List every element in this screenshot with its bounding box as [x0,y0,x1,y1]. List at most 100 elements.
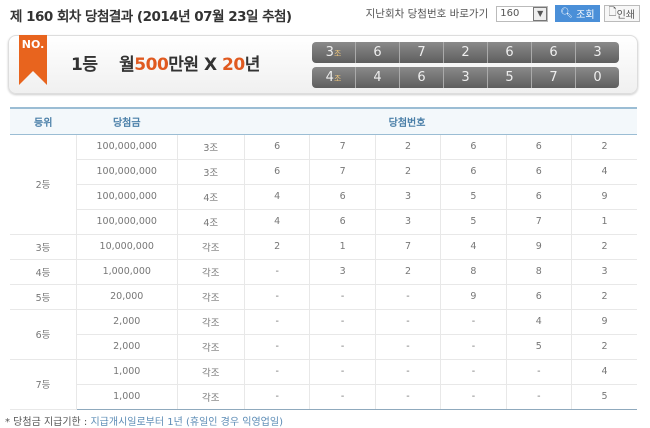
rank-cell: 6등 [10,309,77,360]
print-button[interactable]: 🗋 인쇄 [603,5,640,22]
group-cell: 각조 [176,259,245,285]
number-cell: 6 [440,159,507,185]
amount-cell: 1,000 [75,384,178,410]
number-cell: - [374,359,441,385]
number-cell: 3 [443,67,487,88]
amount-cell: 10,000,000 [75,234,178,260]
number-cell: - [243,384,310,410]
number-cell: 1 [571,209,637,235]
number-cell: 4 [440,234,507,260]
table-row: 5등 20,000 각조 - - -9 6 2 [10,284,637,310]
number-cell: 6 [355,42,399,63]
number-cell: - [440,309,507,335]
table-row: 7등 1,000 각조 - - - - -4 [10,359,637,410]
group-cell: 각조 [176,309,245,335]
number-cell: - [374,334,441,360]
group-cell: 4조 [325,70,342,85]
prize-amount: 500 [134,55,169,75]
number-cell: 6 [531,42,575,63]
group-cell: 4조 [176,184,245,210]
number-cell: 6 [505,159,572,185]
first-prize-banner: NO. 1등 월500만원 X 20년 3조 6 7 2 6 6 3 4조 4 6 3 5 7 0 [8,35,638,94]
number-cell: 4 [355,67,399,88]
number-cell: 6 [243,159,310,185]
number-cell: 6 [505,184,572,210]
number-cell: 4 [243,209,310,235]
prize-years-unit: 년 [244,55,261,75]
amount-cell: 100,000,000 [75,209,178,235]
page-title: 제 160 회차 당첨결과 (2014년 07월 23일 추첨) [10,9,292,25]
search-icon: 🔍︎ [560,8,573,19]
prize-unit: 만원 X [168,55,223,75]
number-strip: 3조 6 7 2 6 6 3 [312,42,619,63]
amount-cell: 100,000,000 [75,184,178,210]
number-cell: 6 [243,134,310,160]
rank-cell: 5등 [10,284,77,310]
number-cell: 9 [440,284,507,310]
table-row: 4등 1,000,000 각조 -3 2 8 8 3 [10,259,637,285]
rank-cell: 4등 [10,259,77,285]
number-cell: 7 [399,42,443,63]
number-cell: 8 [440,259,507,285]
number-cell: 4 [571,359,637,385]
number-cell: 6 [487,42,531,63]
number-cell: 7 [531,67,575,88]
amount-cell: 100,000,000 [75,159,178,185]
header-rank: 등위 [10,107,77,135]
amount-cell: 2,000 [75,309,178,335]
number-cell: 5 [505,334,572,360]
table-row: 100,000,000 4조 4 6 3 5 7 1 [10,209,637,235]
results-table: 등위 당첨금 당첨번호 2등 100,000,000 3조 6 7 2 6 6 2 100,000… [10,107,637,410]
number-cell: 3 [309,259,376,285]
rank-cell: 2등 [10,134,77,235]
round-select[interactable]: 160 ▼ [496,5,549,22]
number-cell: 2 [571,284,637,310]
winning-number-strips: 3조 6 7 2 6 6 3 4조 4 6 3 5 7 0 [312,42,619,92]
prize-prefix: 월 [119,55,135,75]
number-cell: 9 [571,309,637,335]
number-cell: 3 [575,42,619,63]
number-cell: 5 [440,209,507,235]
number-cell: - [505,359,572,385]
goto-label: 지난회차 당첨번호 바로가기 [365,8,489,20]
table-row: 100,000,000 3조 6 7 2 6 6 4 [10,159,637,185]
number-cell: 6 [440,134,507,160]
number-cell: - [243,334,310,360]
note-label: * 당첨금 지급기한 : [5,417,91,428]
number-cell: 6 [399,67,443,88]
number-cell: - [374,384,441,410]
chevron-down-icon: ▼ [533,6,548,21]
number-cell: 2 [374,259,441,285]
number-cell: 2 [571,134,637,160]
table-row: 3등 10,000,000 각조 2 1 7 4 9 2 [10,234,637,260]
number-cell: 5 [571,384,637,410]
number-cell: - [309,284,376,310]
number-cell: 3 [571,259,637,285]
table-row: 100,000,000 4조 4 6 3 5 6 9 [10,184,637,210]
number-cell: - [243,284,310,310]
number-cell: 9 [505,234,572,260]
number-cell: 5 [440,184,507,210]
prize-years: 20 [222,55,245,75]
amount-cell: 1,000,000 [75,259,178,285]
number-cell: - [309,309,376,335]
number-ribbon-icon: NO. [19,35,47,85]
number-cell: - [374,284,441,310]
table-row: 6등 2,000 각조 - - - -4 9 [10,309,637,360]
number-cell: 1 [309,234,376,260]
group-cell: 3조 [325,45,342,60]
number-cell: 2 [571,234,637,260]
round-navigation: 지난회차 당첨번호 바로가기 160 ▼ 🔍︎ 조회 🗋 인쇄 [366,5,640,22]
table-row: 1,000 각조 - - - - -5 [10,384,637,410]
search-button[interactable]: 🔍︎ 조회 [555,5,600,22]
number-cell: - [505,384,572,410]
number-cell: 6 [505,134,572,160]
number-cell: - [440,359,507,385]
group-cell: 각조 [176,234,245,260]
number-cell: 0 [575,67,619,88]
number-cell: - [374,309,441,335]
number-cell: - [243,359,310,385]
number-cell: 4 [505,309,572,335]
number-cell: 2 [243,234,310,260]
amount-cell: 100,000,000 [75,134,178,160]
